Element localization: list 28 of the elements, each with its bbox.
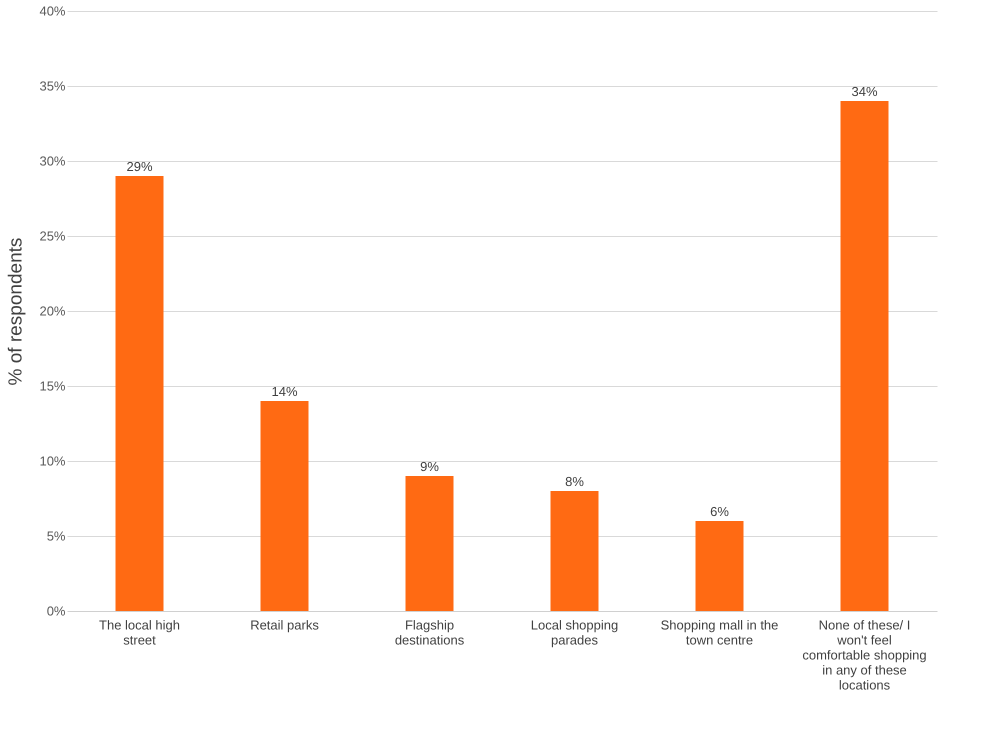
x-tick-label: Local shopping parades <box>530 618 618 648</box>
bar <box>116 176 164 611</box>
data-label: 34% <box>851 84 878 99</box>
y-tick-label: 0% <box>46 604 66 618</box>
y-axis-title: % of respondents <box>5 238 26 386</box>
x-tick-label: Flagship destinations <box>394 618 465 648</box>
data-label: 29% <box>126 159 153 174</box>
y-tick-label: 30% <box>39 154 66 168</box>
bar <box>840 101 888 611</box>
x-tick-label: None of these/ I won't feel comfortable shopping in any of these locations <box>802 618 927 692</box>
data-label: 6% <box>710 504 730 519</box>
y-tick-label: 20% <box>39 304 66 318</box>
y-tick-label: 25% <box>39 228 66 244</box>
x-tick-label: Retail parks <box>250 618 320 632</box>
y-tick-label: 15% <box>39 378 66 394</box>
x-tick-label: The local high street <box>99 618 180 648</box>
bar <box>406 476 454 611</box>
bar <box>550 491 598 611</box>
x-tick-label: Shopping mall in the town centre <box>660 618 778 648</box>
y-tick-label: 5% <box>46 528 66 544</box>
y-tick-label: 35% <box>39 78 66 94</box>
data-label: 8% <box>565 474 584 489</box>
data-label: 14% <box>271 384 298 399</box>
bar <box>696 521 744 611</box>
data-label: 9% <box>420 459 440 474</box>
y-tick-label: 10% <box>39 454 66 468</box>
bar <box>260 401 308 611</box>
y-tick-label: 40% <box>39 4 66 18</box>
